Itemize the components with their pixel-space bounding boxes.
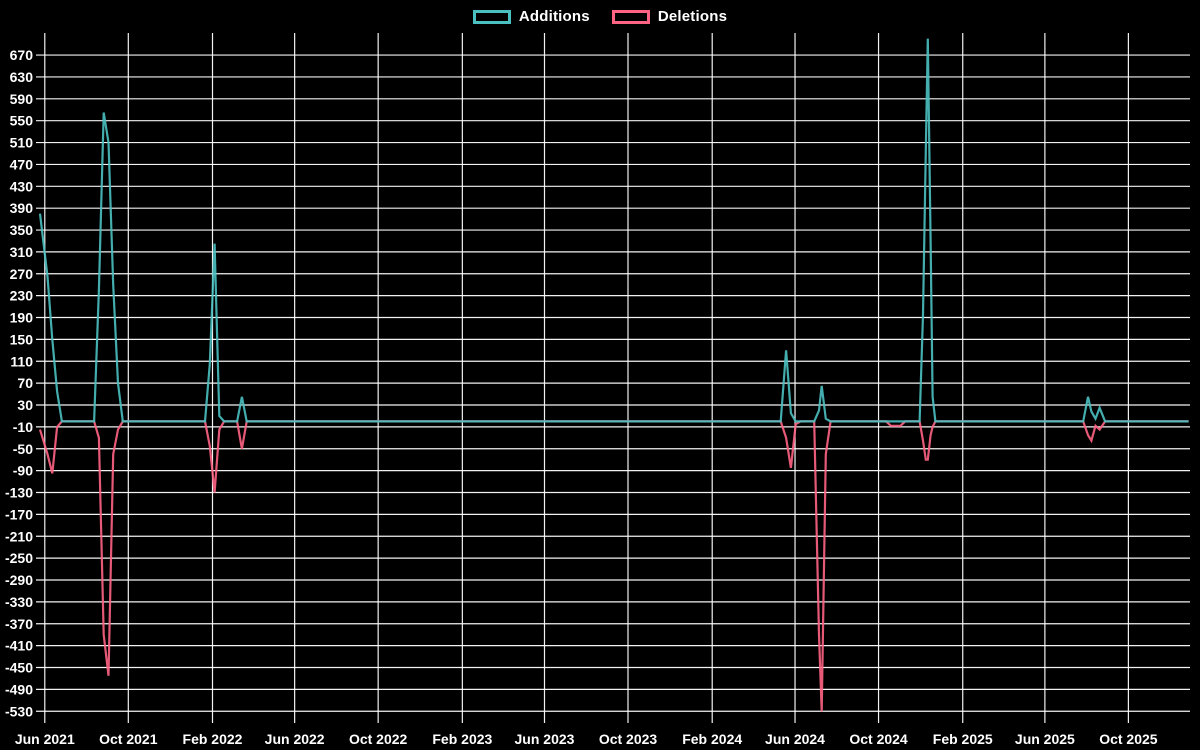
y-axis-tick-label: -450: [5, 660, 33, 676]
y-axis-tick-label: 270: [10, 266, 34, 282]
x-axis-tick-label: Oct 2023: [599, 731, 658, 747]
legend-item-deletions[interactable]: Deletions: [611, 8, 728, 25]
y-axis-tick-label: -90: [13, 463, 33, 479]
y-axis-tick-label: 550: [10, 113, 34, 129]
y-axis-tick-label: -170: [5, 506, 33, 522]
y-axis-tick-label: 350: [10, 222, 34, 238]
x-axis-tick-label: Feb 2023: [432, 731, 492, 747]
y-axis-tick-label: 150: [10, 331, 34, 347]
x-axis-tick-label: Feb 2022: [183, 731, 243, 747]
y-axis-tick-label: 310: [10, 244, 34, 260]
legend-item-additions[interactable]: Additions: [472, 8, 590, 25]
y-axis-tick-label: 590: [10, 91, 34, 107]
y-axis-tick-label: 390: [10, 200, 34, 216]
y-axis-tick-label: 190: [10, 310, 34, 326]
x-axis-tick-label: Jun 2022: [265, 731, 325, 747]
y-axis-tick-label: 630: [10, 69, 34, 85]
y-axis-tick-label: -10: [13, 419, 33, 435]
x-axis-tick-label: Oct 2024: [849, 731, 908, 747]
x-axis-tick-label: Jun 2023: [515, 731, 575, 747]
y-axis-tick-label: 110: [10, 353, 33, 369]
additions-legend-swatch: [472, 9, 511, 24]
y-axis-tick-label: -330: [5, 594, 33, 610]
chart-legend: Additions Deletions: [0, 8, 1200, 25]
additions-legend-label: Additions: [518, 8, 590, 25]
y-axis-tick-label: -50: [13, 441, 33, 457]
additions-line: [38, 38, 1189, 423]
y-axis-tick-label: 510: [10, 135, 34, 151]
x-axis-tick-label: Oct 2025: [1099, 731, 1158, 747]
y-axis-tick-label: 230: [10, 288, 34, 304]
deletions-legend-label: Deletions: [657, 8, 728, 25]
y-axis-tick-label: -490: [5, 681, 33, 697]
x-axis-tick-label: Oct 2021: [99, 731, 158, 747]
y-axis-tick-label: 30: [17, 397, 33, 413]
deletions-legend-swatch: [611, 9, 650, 24]
y-axis-tick-label: 70: [17, 375, 33, 391]
x-axis-tick-label: Jun 2021: [15, 731, 75, 747]
x-axis-tick-label: Jun 2024: [765, 731, 825, 747]
y-axis-tick-label: -290: [5, 572, 33, 588]
y-axis-tick-label: -530: [5, 703, 33, 719]
y-axis-tick-label: 430: [10, 178, 34, 194]
deletions-line: [38, 420, 1189, 712]
x-axis-tick-label: Feb 2024: [682, 731, 742, 747]
y-axis-tick-label: -130: [5, 485, 33, 501]
y-axis-tick-label: 670: [10, 47, 34, 63]
y-axis-tick-label: -370: [5, 616, 33, 632]
x-axis-tick-label: Oct 2022: [349, 731, 408, 747]
y-axis-tick-label: 470: [10, 156, 34, 172]
x-axis-tick-label: Jun 2025: [1015, 731, 1075, 747]
y-axis-tick-label: -210: [5, 528, 33, 544]
y-axis-tick-label: -410: [5, 638, 33, 654]
y-axis-tick-label: -250: [5, 550, 33, 566]
x-axis-tick-label: Feb 2025: [933, 731, 993, 747]
